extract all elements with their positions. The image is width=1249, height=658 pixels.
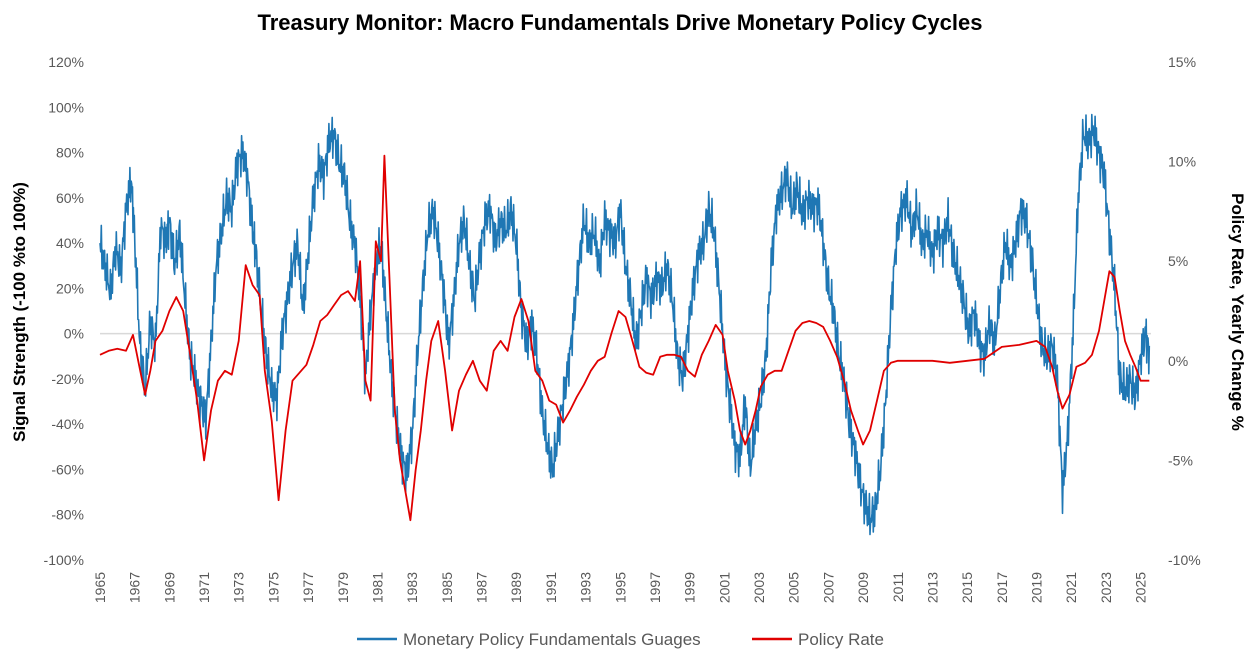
x-tick-label: 1969 xyxy=(161,572,177,603)
y-axis-right-title: Policy Rate, Yearly Change % xyxy=(1228,193,1247,431)
x-tick-label: 2021 xyxy=(1063,572,1079,603)
x-axis: 1965 1967 1969 1971 1973 1975 1977 1979 1981 1983… xyxy=(92,572,1149,603)
series-lines xyxy=(99,113,1151,536)
x-tick-label: 2023 xyxy=(1098,572,1114,603)
y-right-tick-label: 5% xyxy=(1168,253,1188,269)
x-tick-label: 1975 xyxy=(265,572,281,603)
x-tick-label: 1993 xyxy=(578,572,594,603)
y-right-tick-label: -10% xyxy=(1168,552,1201,568)
y-axis-right: 15% 10% 5% 0% -5% -10% xyxy=(1168,54,1201,568)
x-tick-label: 1971 xyxy=(196,572,212,603)
x-tick-label: 1999 xyxy=(682,572,698,603)
legend-label-policy-rate: Policy Rate xyxy=(798,630,884,649)
y-right-tick-label: 15% xyxy=(1168,54,1196,70)
x-tick-label: 2009 xyxy=(855,572,871,603)
y-axis-left: 120% 100% 80% 60% 40% 20% 0% -20% -40% -60% -80% -1… xyxy=(44,54,84,568)
x-tick-label: 2025 xyxy=(1133,572,1149,603)
x-tick-label: 1989 xyxy=(508,572,524,603)
y-left-tick-label: -80% xyxy=(51,507,84,523)
x-tick-label: 1983 xyxy=(404,572,420,603)
y-right-tick-label: 10% xyxy=(1168,154,1196,170)
x-tick-label: 2001 xyxy=(716,572,732,603)
x-tick-label: 1991 xyxy=(543,572,559,603)
x-tick-label: 2007 xyxy=(820,572,836,603)
x-tick-label: 1987 xyxy=(474,572,490,603)
series-line-policy-rate xyxy=(99,154,1150,522)
x-tick-label: 2011 xyxy=(890,572,906,602)
x-tick-label: 1979 xyxy=(335,572,351,603)
legend: Monetary Policy Fundamentals Guages Poli… xyxy=(357,630,884,649)
y-left-tick-label: 0% xyxy=(64,326,84,342)
y-left-tick-label: 20% xyxy=(56,280,84,296)
y-right-tick-label: -5% xyxy=(1168,452,1193,468)
y-left-tick-label: -40% xyxy=(51,416,84,432)
x-tick-label: 2013 xyxy=(924,572,940,603)
y-left-tick-label: 60% xyxy=(56,190,84,206)
y-left-tick-label: 100% xyxy=(48,99,84,115)
x-tick-label: 2003 xyxy=(751,572,767,603)
y-left-tick-label: -20% xyxy=(51,371,84,387)
x-tick-label: 1985 xyxy=(439,572,455,603)
x-tick-label: 2017 xyxy=(994,572,1010,603)
x-tick-label: 1965 xyxy=(92,572,108,603)
legend-label-fundamentals: Monetary Policy Fundamentals Guages xyxy=(403,630,701,649)
x-tick-label: 1967 xyxy=(127,572,143,603)
x-tick-label: 1977 xyxy=(300,572,316,603)
x-tick-label: 2015 xyxy=(959,572,975,603)
x-tick-label: 2005 xyxy=(786,572,802,603)
y-left-tick-label: 80% xyxy=(56,145,84,161)
series-line-fundamentals xyxy=(99,113,1151,536)
y-left-tick-label: 40% xyxy=(56,235,84,251)
x-tick-label: 1973 xyxy=(231,572,247,603)
x-tick-label: 1997 xyxy=(647,572,663,603)
x-tick-label: 2019 xyxy=(1029,572,1045,603)
x-tick-label: 1981 xyxy=(369,572,385,603)
y-left-tick-label: 120% xyxy=(48,54,84,70)
chart-title: Treasury Monitor: Macro Fundamentals Dri… xyxy=(258,10,983,35)
y-left-tick-label: -100% xyxy=(44,552,84,568)
y-left-tick-label: -60% xyxy=(51,461,84,477)
x-tick-label: 1995 xyxy=(612,572,628,603)
y-right-tick-label: 0% xyxy=(1168,353,1188,369)
y-axis-left-title: Signal Strength (-100 %to 100%) xyxy=(10,182,29,442)
